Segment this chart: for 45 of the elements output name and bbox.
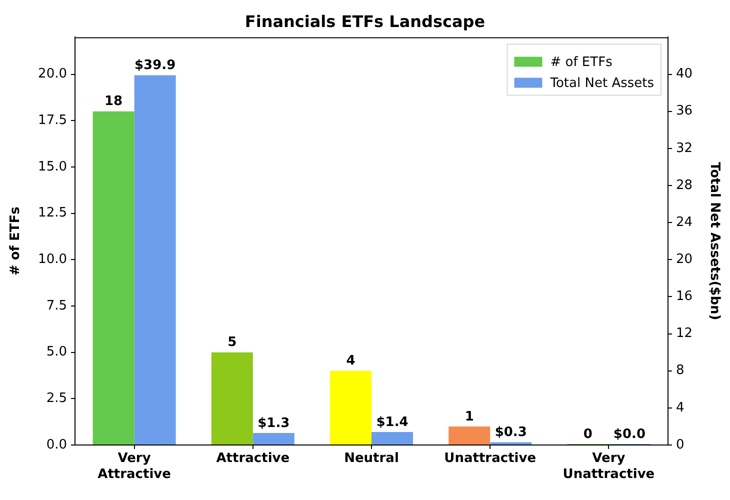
data-label: 18 (104, 94, 123, 110)
x-tick-label: Neutral (344, 451, 399, 466)
y2-tick-label: 36 (676, 104, 693, 119)
y-tick-label: 12.5 (38, 206, 67, 221)
data-label: 1 (464, 409, 474, 424)
x-tick-label: Attractive (216, 451, 290, 466)
y2-tick-label: 24 (676, 214, 693, 230)
data-label: $39.9 (134, 58, 176, 74)
y2-tick-label: 16 (676, 289, 693, 304)
bar (448, 426, 490, 444)
y2-tick-label: 32 (676, 140, 693, 156)
data-label: $0.0 (613, 426, 646, 442)
y-tick-label: 0.0 (46, 437, 67, 452)
x-tick-label: Unattractive (444, 451, 536, 466)
y-tick-label: 20.0 (38, 66, 67, 82)
y2-tick-label: 40 (676, 66, 693, 82)
y2-tick-label: 4 (676, 400, 684, 416)
y-axis-title: # of ETFs (8, 206, 24, 276)
y-tick-label: 7.5 (46, 298, 67, 314)
y-tick-label: 2.5 (46, 391, 67, 406)
bar (211, 352, 253, 444)
data-label: 5 (228, 335, 237, 350)
legend-label: # of ETFs (550, 55, 613, 70)
data-label: $0.3 (494, 425, 527, 440)
bar (330, 370, 372, 444)
y-tick-label: 15.0 (38, 159, 67, 174)
y2-axis-title: Total Net Assets($bn) (706, 162, 722, 320)
data-label: $1.3 (258, 416, 290, 431)
bar (252, 432, 294, 444)
y-tick-label: 5.0 (46, 344, 67, 360)
bar (372, 432, 414, 444)
y2-tick-label: 8 (676, 363, 684, 378)
y2-tick-label: 20 (676, 252, 693, 268)
y2-tick-label: 12 (676, 326, 693, 342)
data-label: $1.4 (376, 414, 408, 430)
x-tick-label: Very Unattractive (562, 451, 655, 482)
y2-tick-label: 28 (676, 178, 693, 193)
y-tick-label: 17.5 (38, 112, 67, 128)
y2-tick-label: 0 (676, 437, 684, 452)
legend-label: Total Net Assets (549, 76, 654, 92)
data-label: 4 (346, 354, 356, 369)
y-tick-label: 10.0 (38, 252, 67, 268)
chart-title: Financials ETFs Landscape (244, 12, 486, 31)
data-label: 0 (583, 426, 592, 442)
x-tick-label: Very Attractive (98, 451, 172, 482)
